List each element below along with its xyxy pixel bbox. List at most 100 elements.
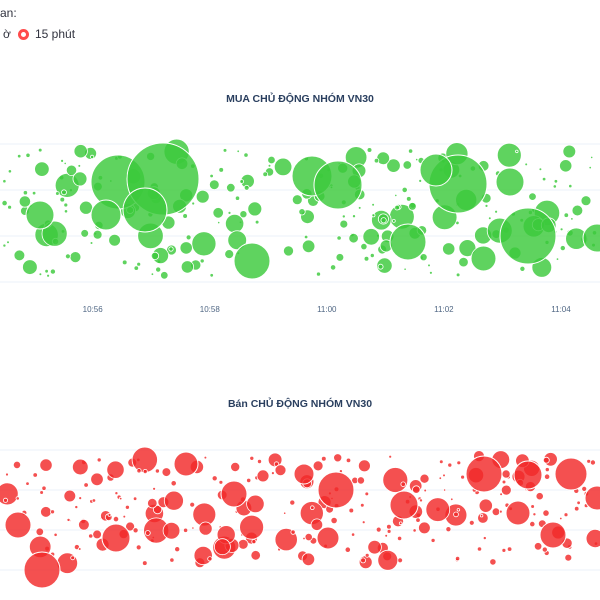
bubble-point (453, 511, 459, 518)
bubble-point (136, 468, 142, 474)
bubble-point (458, 256, 469, 268)
bubble-point (482, 536, 487, 541)
bubble-point-large (389, 223, 427, 261)
bubble-point (535, 492, 544, 501)
bubble-point (418, 179, 423, 183)
bubble-point (41, 485, 47, 491)
bubble-point (199, 258, 205, 264)
bubble-point (209, 273, 214, 278)
bubble-point (494, 209, 499, 214)
bubble-point (150, 272, 155, 276)
bubble-point (298, 208, 306, 216)
bubble-point (112, 516, 120, 523)
bubble-point (31, 190, 37, 196)
bubble-point (80, 229, 89, 238)
bubble-points (1, 138, 600, 280)
bubble-point (237, 538, 249, 550)
bubble-point (415, 517, 421, 523)
bubble-point (17, 153, 22, 159)
bubble-point (239, 210, 248, 219)
bubble-point (152, 486, 157, 491)
interval-label: an: (0, 6, 17, 20)
bubble-point (555, 257, 560, 261)
bubble-point (136, 261, 142, 267)
bubble-point (217, 221, 221, 225)
bubble-point (419, 473, 430, 484)
bubble-point (303, 234, 309, 240)
bubble-point (344, 546, 351, 553)
bubble-point (450, 497, 454, 501)
bubble-point (348, 507, 355, 514)
bubble-point (363, 256, 370, 262)
bubble-point (239, 179, 245, 184)
radio-selected-icon (18, 28, 29, 40)
bubble-point (333, 453, 343, 463)
bubble-point (576, 500, 581, 505)
bubble-point (341, 214, 346, 219)
bubble-point (218, 167, 225, 173)
bubble-point (147, 497, 158, 509)
bubble-point (267, 163, 272, 168)
bubble-point (310, 518, 324, 531)
bubble-point (500, 484, 512, 496)
bubble-point (168, 246, 174, 252)
bubble-point (397, 557, 404, 564)
bubble-point (581, 486, 588, 492)
bubble-point (90, 154, 95, 159)
bubble-point (543, 473, 551, 480)
bubble-point (580, 195, 592, 207)
bubble-point (49, 268, 56, 275)
bubble-point-large (220, 480, 248, 508)
bubble-point-large (25, 200, 55, 230)
bubble-point (563, 512, 569, 518)
bubble-point (78, 496, 83, 500)
bubble-point (60, 158, 64, 163)
bubble-point (5, 472, 9, 477)
bubble-point (339, 219, 349, 229)
interval-selector: an: ờ 15 phút (0, 0, 600, 50)
bubble-point-large (122, 187, 168, 233)
bubble-point (445, 526, 452, 533)
bubble-point (144, 530, 151, 536)
radio-option-15-phut[interactable]: 15 phút (18, 27, 75, 41)
bubble-point (442, 488, 447, 492)
x-tick-label: 11:02 (434, 305, 454, 314)
bubble-point (256, 469, 270, 483)
bubble-point (394, 204, 400, 211)
bubble-point (13, 249, 26, 262)
bubble-point (114, 491, 119, 496)
bubble-point (312, 460, 324, 472)
bubble-point (403, 267, 407, 271)
bubble-point (454, 556, 461, 562)
bubble-point (249, 455, 255, 461)
bubble-point (447, 462, 453, 468)
bubble-point (408, 202, 417, 211)
bubble-point (106, 460, 125, 479)
bubble-point (351, 214, 356, 219)
bubble-point (487, 216, 492, 221)
bubble-points (0, 446, 600, 589)
bubble-point (391, 219, 396, 223)
bubble-point (234, 195, 241, 201)
bubble-point (360, 243, 368, 251)
bubble-point (455, 272, 461, 278)
bubble-point (25, 152, 31, 158)
bubble-point (25, 481, 30, 486)
bubble-point (66, 517, 71, 522)
bubble-point (456, 508, 461, 512)
bubble-point (427, 263, 431, 268)
bubble-point (564, 553, 573, 562)
bubble-point (499, 492, 503, 497)
bubble-point (412, 528, 417, 533)
bubble-point (407, 148, 414, 154)
radio-option-1[interactable]: ờ (0, 27, 11, 41)
bubble-point (203, 455, 208, 460)
bubble-point (506, 546, 513, 552)
bubble-point-large (90, 199, 122, 231)
bubble-point (191, 201, 196, 206)
bubble-point (227, 230, 248, 250)
bubble-point (185, 234, 192, 241)
bubble-point (356, 476, 365, 485)
bubble-point (251, 539, 257, 545)
bubble-point (364, 491, 370, 497)
